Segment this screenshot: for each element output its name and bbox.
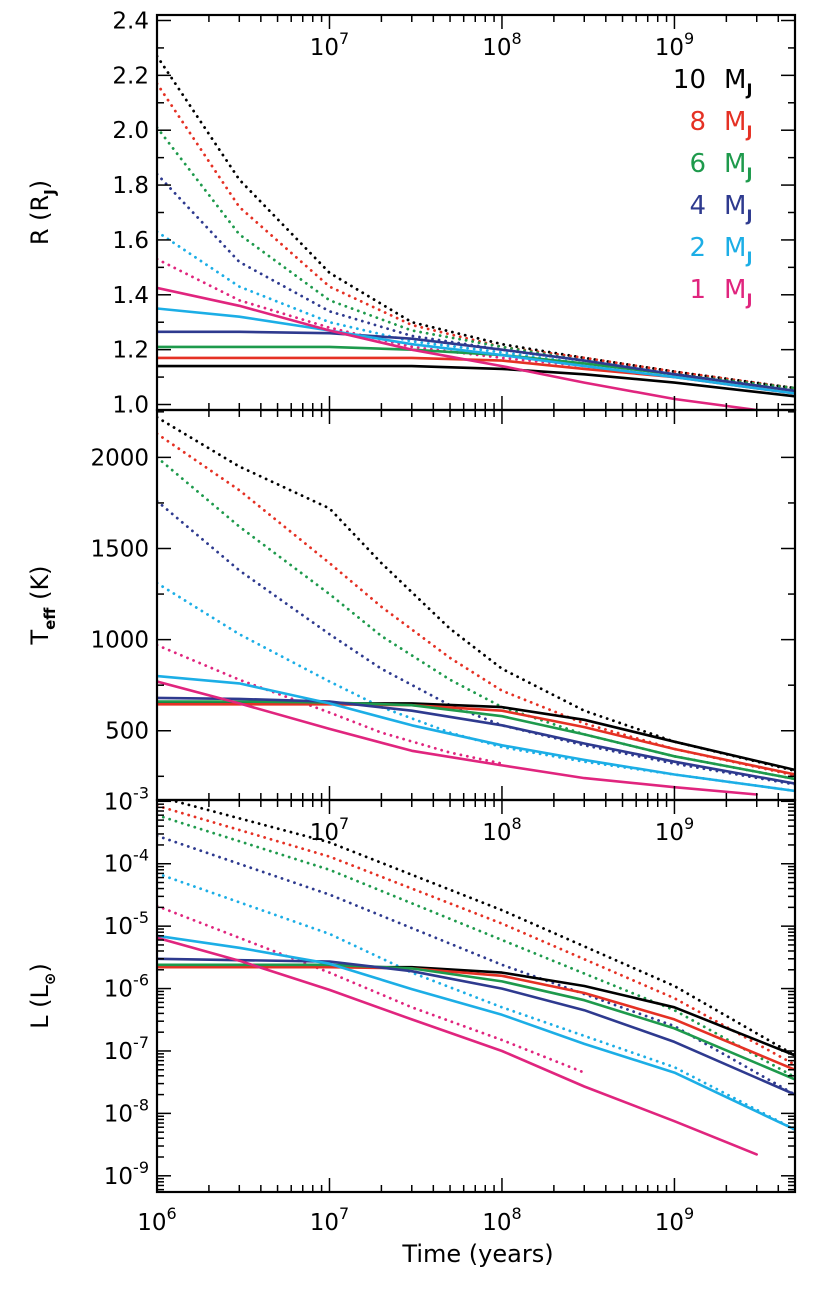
series-1mj-solid-luminosity xyxy=(157,936,759,1156)
legend-mass-4: 4 xyxy=(689,191,706,221)
series-1mj-solid-teff xyxy=(157,680,759,796)
series-6mj-solid-teff xyxy=(157,700,795,781)
legend-mass-6: 6 xyxy=(689,149,706,179)
series-4mj-dotted-teff xyxy=(157,499,795,786)
series-4mj-solid-radius xyxy=(157,330,795,393)
series-1mj-solid-radius xyxy=(157,286,759,410)
series-8mj-dotted-teff xyxy=(157,432,795,777)
legend-mass-8: 8 xyxy=(689,107,706,137)
y-tick-label-luminosity: 10-8 xyxy=(104,1095,149,1127)
series-10mj-solid-radius xyxy=(157,364,795,398)
series-10mj-dotted-teff xyxy=(157,415,795,773)
y-tick-label-teff: 1500 xyxy=(90,537,149,563)
radius-y-axis-title: R (RJ) xyxy=(26,180,59,245)
y-tick-label-luminosity: 10-9 xyxy=(104,1158,149,1190)
x-tick-label-inner-luminosity: 109 xyxy=(655,814,694,846)
y-tick-label-luminosity: 10-7 xyxy=(104,1033,149,1065)
legend-unit-1: MJ xyxy=(724,275,752,309)
y-tick-label-radius: 1.4 xyxy=(112,283,149,309)
x-tick-label-inner-radius: 108 xyxy=(482,29,521,61)
series-4mj-dotted-luminosity xyxy=(157,834,795,1096)
x-tick-label: 109 xyxy=(655,1204,694,1236)
luminosity-series-group xyxy=(157,800,795,1156)
y-tick-label-radius: 2.0 xyxy=(112,118,149,144)
teff-frame xyxy=(155,408,797,802)
series-2mj-solid-luminosity xyxy=(157,934,795,1131)
teff-panel: 500 1000 1500 2000 Teff (K) xyxy=(26,408,797,802)
series-2mj-solid-teff xyxy=(157,674,795,793)
series-6mj-solid-luminosity xyxy=(157,963,795,1081)
y-tick-label-radius: 2.4 xyxy=(112,8,149,34)
y-tick-label-luminosity: 10-3 xyxy=(104,783,149,815)
y-tick-label-radius: 2.2 xyxy=(112,63,149,89)
luminosity-panel: 10-9 10-8 10-7 10-6 10-5 10-4 10-3 107 108 109 L (… xyxy=(26,783,797,1236)
series-1mj-dotted-radius xyxy=(157,257,676,379)
luminosity-frame xyxy=(155,798,797,1194)
series-2mj-solid-radius xyxy=(157,307,795,395)
series-8mj-dotted-luminosity xyxy=(157,804,795,1067)
legend-unit-10: MJ xyxy=(724,65,752,99)
teff-series-group xyxy=(157,415,795,796)
teff-y-axis-title: Teff (K) xyxy=(26,565,59,645)
legend-mass-2: 2 xyxy=(689,233,706,263)
legend-mass-1: 1 xyxy=(689,275,706,305)
y-tick-label-luminosity: 10-4 xyxy=(104,846,149,878)
legend-unit-6: MJ xyxy=(724,149,752,183)
series-6mj-dotted-luminosity xyxy=(157,813,795,1079)
x-tick-label-inner-radius: 109 xyxy=(655,29,694,61)
series-4mj-solid-teff xyxy=(157,696,795,785)
series-4mj-dotted-radius xyxy=(157,172,795,393)
y-tick-label-radius: 1.8 xyxy=(112,173,149,199)
x-tick-label-inner-luminosity: 107 xyxy=(310,814,349,846)
x-tick-label-inner-radius: 107 xyxy=(310,29,349,61)
x-tick-label: 107 xyxy=(310,1204,349,1236)
series-1mj-dotted-luminosity xyxy=(157,904,586,1074)
series-10mj-dotted-radius xyxy=(157,54,795,390)
x-tick-label-inner-luminosity: 108 xyxy=(482,814,521,846)
y-tick-label-teff: 500 xyxy=(105,719,149,745)
y-tick-label-radius: 1.0 xyxy=(112,393,149,419)
legend: 10 MJ 8 MJ 6 MJ 4 MJ 2 MJ 1 MJ xyxy=(673,65,752,309)
series-10mj-dotted-luminosity xyxy=(165,800,795,1057)
y-tick-label-radius: 1.6 xyxy=(112,228,149,254)
y-tick-label-luminosity: 10-5 xyxy=(104,908,149,940)
x-tick-label: 108 xyxy=(482,1204,521,1236)
y-tick-label-teff: 1000 xyxy=(90,628,149,654)
legend-mass-10: 10 xyxy=(673,65,706,95)
legend-unit-2: MJ xyxy=(724,233,752,267)
y-tick-label-radius: 1.2 xyxy=(112,338,149,364)
series-6mj-dotted-teff xyxy=(157,455,795,781)
series-8mj-solid-teff xyxy=(157,702,795,776)
x-axis-title: Time (years) xyxy=(401,1240,553,1268)
legend-unit-8: MJ xyxy=(724,107,752,141)
series-4mj-solid-luminosity xyxy=(157,957,795,1096)
y-tick-label-luminosity: 10-6 xyxy=(104,971,149,1003)
radius-series-group xyxy=(157,54,795,410)
legend-unit-4: MJ xyxy=(724,191,752,225)
series-8mj-solid-luminosity xyxy=(157,965,795,1072)
x-tick-label: 106 xyxy=(137,1204,176,1236)
series-2mj-dotted-luminosity xyxy=(157,872,795,1131)
y-tick-label-teff: 2000 xyxy=(90,445,149,471)
luminosity-y-axis-title: L (L⊙) xyxy=(26,963,59,1029)
